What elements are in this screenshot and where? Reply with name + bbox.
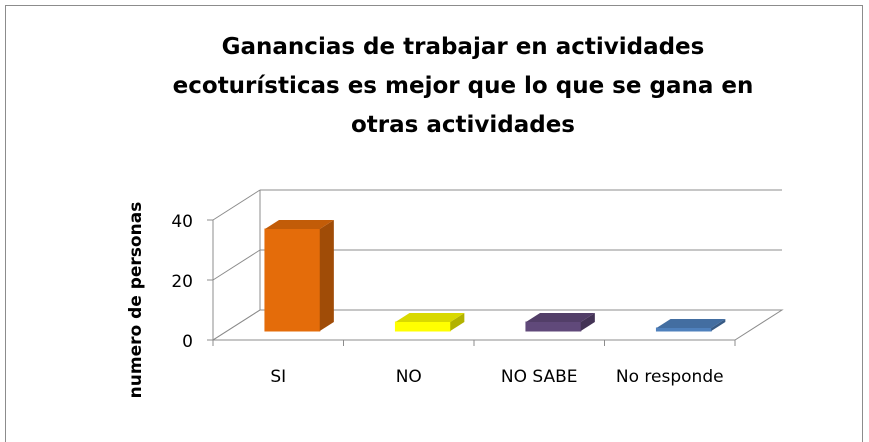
- y-axis-label: numero de personas: [126, 202, 146, 399]
- bar-top: [525, 313, 595, 322]
- bar-top: [395, 313, 465, 322]
- bar-front: [394, 321, 451, 332]
- grid-line: [212, 249, 261, 281]
- bar-front: [525, 321, 582, 332]
- grid-line: [212, 309, 261, 341]
- y-tick-label: 0: [182, 332, 193, 352]
- bar-side: [319, 220, 334, 331]
- x-tick-label: SI: [270, 367, 287, 387]
- bar-front: [264, 228, 321, 332]
- x-tick-label: No responde: [615, 367, 724, 387]
- bar-side: [711, 319, 726, 331]
- grid-line: [212, 189, 261, 221]
- y-tick-label: 40: [171, 212, 193, 232]
- bar-front: [655, 327, 712, 332]
- x-tick-label: NO SABE: [500, 367, 578, 387]
- y-tick-label: 20: [171, 272, 193, 292]
- bar-top: [656, 319, 726, 328]
- bar-top: [264, 220, 334, 229]
- x-tick-label: NO: [395, 367, 422, 387]
- chart-title: Ganancias de trabajar en actividades eco…: [172, 34, 754, 138]
- bar-side: [450, 313, 465, 331]
- bar-side: [580, 313, 595, 331]
- chart-frame: [5, 5, 863, 442]
